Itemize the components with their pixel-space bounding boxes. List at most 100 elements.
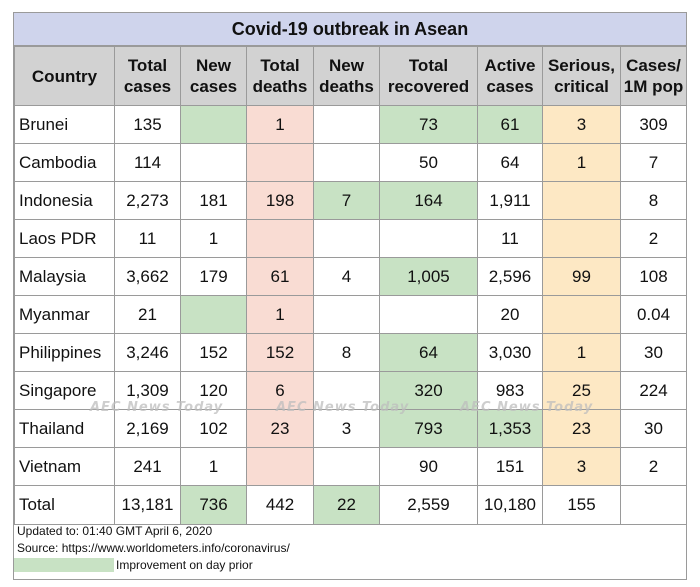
cell-total-deaths: 198 [246,181,314,220]
covid-table: Country Total cases New cases Total deat… [14,46,687,525]
header-new-deaths: New deaths [313,46,380,106]
cell-cases-per-1m: 309 [620,105,687,144]
cell-total-cases: 2,169 [114,409,181,448]
cell-total-recovered: 64 [379,333,478,372]
table-row: Cambodia 114 50 64 1 7 [14,143,687,182]
cell-cases-per-1m: 30 [620,409,687,448]
cell-new-cases: 181 [180,181,247,220]
cell-serious-critical: 99 [542,257,621,296]
table-row: Vietnam 241 1 90 151 3 2 [14,447,687,486]
cell-total-recovered: 1,005 [379,257,478,296]
cell-new-cases [180,295,247,334]
cell-cases-per-1m: 2 [620,447,687,486]
cell-serious-critical: 3 [542,447,621,486]
cell-country: Malaysia [14,257,115,296]
cell-total-deaths: 6 [246,371,314,410]
cell-active-cases: 3,030 [477,333,543,372]
cell-total-recovered: 164 [379,181,478,220]
cell-active-cases: 64 [477,143,543,182]
cell-total-recovered: 73 [379,105,478,144]
cell-country: Singapore [14,371,115,410]
table-frame [13,12,687,580]
cell-active-cases: 20 [477,295,543,334]
cell-cases-per-1m: 224 [620,371,687,410]
cell-country: Total [14,485,115,525]
cell-total-recovered: 320 [379,371,478,410]
cell-total-cases: 1,309 [114,371,181,410]
cell-serious-critical: 1 [542,333,621,372]
cell-serious-critical [542,219,621,258]
cell-new-cases: 120 [180,371,247,410]
cell-total-deaths: 1 [246,105,314,144]
legend-label: Improvement on day prior [116,558,253,572]
table-row: Brunei 135 1 73 61 3 309 [14,105,687,144]
cell-new-cases [180,143,247,182]
cell-total-deaths: 152 [246,333,314,372]
cell-total-cases: 135 [114,105,181,144]
cell-total-deaths: 61 [246,257,314,296]
cell-serious-critical: 155 [542,485,621,525]
table-row: Indonesia 2,273 181 198 7 164 1,911 8 [14,181,687,220]
cell-serious-critical [542,295,621,334]
cell-new-cases: 736 [180,485,247,525]
legend-swatch [14,558,114,572]
cell-active-cases: 61 [477,105,543,144]
cell-cases-per-1m: 0.04 [620,295,687,334]
cell-total-deaths: 1 [246,295,314,334]
cell-total-deaths [246,447,314,486]
cell-total-cases: 241 [114,447,181,486]
cell-new-deaths [313,447,380,486]
cell-new-deaths: 4 [313,257,380,296]
cell-new-deaths: 3 [313,409,380,448]
cell-country: Vietnam [14,447,115,486]
cell-new-deaths [313,371,380,410]
cell-country: Indonesia [14,181,115,220]
cell-serious-critical: 23 [542,409,621,448]
cell-new-deaths [313,105,380,144]
cell-total-recovered [379,295,478,334]
cell-total-cases: 3,246 [114,333,181,372]
cell-total-recovered: 2,559 [379,485,478,525]
header-country: Country [14,46,115,106]
cell-total-cases: 2,273 [114,181,181,220]
header-new-cases: New cases [180,46,247,106]
cell-active-cases: 11 [477,219,543,258]
cell-new-deaths: 22 [313,485,380,525]
total-row: Total 13,181 736 442 22 2,559 10,180 155 [14,485,687,525]
cell-serious-critical: 25 [542,371,621,410]
cell-total-recovered: 793 [379,409,478,448]
table-row: Singapore 1,309 120 6 320 983 25 224 [14,371,687,410]
cell-total-recovered: 50 [379,143,478,182]
cell-cases-per-1m: 8 [620,181,687,220]
cell-active-cases: 1,353 [477,409,543,448]
header-total-deaths: Total deaths [246,46,314,106]
table-row: Myanmar 21 1 20 0.04 [14,295,687,334]
cell-total-cases: 114 [114,143,181,182]
updated-note: Updated to: 01:40 GMT April 6, 2020 [17,524,213,538]
cell-cases-per-1m: 2 [620,219,687,258]
cell-active-cases: 10,180 [477,485,543,525]
cell-country: Myanmar [14,295,115,334]
table-row: Philippines 3,246 152 152 8 64 3,030 1 3… [14,333,687,372]
header-serious-critical: Serious, critical [542,46,621,106]
header-cases-per-1m: Cases/ 1M pop [620,46,687,106]
cell-total-deaths [246,143,314,182]
cell-country: Brunei [14,105,115,144]
cell-total-recovered [379,219,478,258]
header-total-recovered: Total recovered [379,46,478,106]
cell-total-recovered: 90 [379,447,478,486]
cell-new-deaths [313,143,380,182]
table-row: Laos PDR 11 1 11 2 [14,219,687,258]
cell-total-deaths [246,219,314,258]
cell-new-cases: 102 [180,409,247,448]
cell-country: Philippines [14,333,115,372]
cell-new-deaths [313,219,380,258]
cell-country: Thailand [14,409,115,448]
header-active-cases: Active cases [477,46,543,106]
cell-cases-per-1m: 30 [620,333,687,372]
cell-cases-per-1m: 108 [620,257,687,296]
cell-total-cases: 3,662 [114,257,181,296]
cell-new-deaths: 7 [313,181,380,220]
cell-total-cases: 13,181 [114,485,181,525]
cell-serious-critical: 1 [542,143,621,182]
